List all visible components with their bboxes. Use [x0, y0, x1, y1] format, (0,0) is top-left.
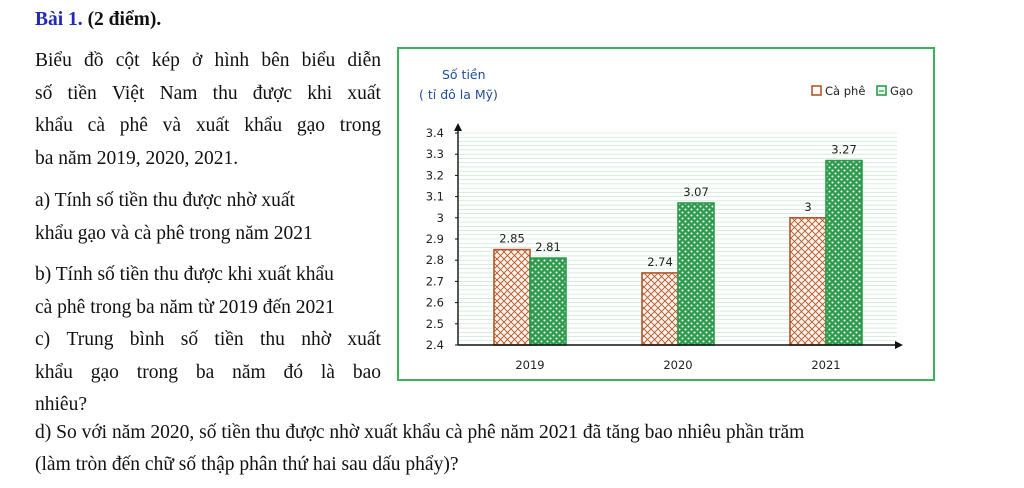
y-axis-title: Số tiền: [442, 67, 486, 82]
y-tick-label: 2.4: [426, 338, 444, 352]
data-label-coffee: 2.74: [647, 255, 673, 269]
question-b: b) Tính số tiền thu được khi xuất khẩu c…: [35, 259, 335, 324]
y-axis-arrow: [454, 123, 462, 131]
y-tick-label: 2.5: [426, 317, 444, 331]
y-tick-label: 3.4: [426, 126, 444, 140]
intro-paragraph: Biểu đồ cột kép ở hình bên biểu diễn số tiền Việt N…: [35, 45, 381, 175]
y-tick-label: 3.2: [426, 168, 444, 182]
legend-label-rice: Gạo: [890, 84, 913, 98]
question-b-line: cà phê trong ba năm từ 2019 đến 2021: [35, 296, 335, 318]
y-tick-label: 3.1: [426, 190, 444, 204]
intro-line: ba năm 2019, 2020, 2021.: [35, 147, 239, 169]
question-c-line: nhiêu?: [35, 394, 87, 415]
bar-coffee: [641, 272, 679, 346]
data-label-coffee: 3: [804, 200, 811, 214]
data-label-rice: 3.27: [831, 143, 857, 157]
labels-layer: 2.4 2.5 2.6 2.7 2.8 2.9 3 3.1 3.2 3.3 3.4 Số tiền ( …: [419, 67, 913, 372]
question-c-line: khẩu gạo trong ba năm đó là bao: [35, 361, 381, 383]
exercise-points: (2 điểm).: [82, 9, 162, 30]
question-c: c) Trung bình số tiền thu nhờ xuất khẩu gạo trong…: [35, 324, 381, 422]
y-axis-subtitle: ( tỉ đô la Mỹ): [419, 87, 498, 102]
question-a: a) Tính số tiền thu được nhờ xuất khẩu g…: [35, 185, 313, 250]
y-tick-label: 2.9: [426, 232, 444, 246]
x-tick-label: 2020: [663, 358, 692, 372]
exercise-title: Bài 1. (2 điểm).: [35, 9, 161, 31]
intro-line: Biểu đồ cột kép ở hình bên biểu diễn: [35, 50, 381, 71]
x-tick-label: 2019: [515, 358, 544, 372]
question-a-line: a) Tính số tiền thu được nhờ xuất: [35, 190, 295, 211]
data-label-rice: 3.07: [683, 185, 709, 199]
exercise-number: Bài 1.: [35, 9, 83, 30]
bar-coffee: [493, 248, 531, 346]
y-tick-label: 2.8: [426, 253, 444, 267]
y-tick-label: 2.6: [426, 296, 444, 310]
question-a-line: khẩu gạo và cà phê trong năm 2021: [35, 222, 313, 244]
y-tick-label: 3: [437, 211, 444, 225]
bar-rice: [825, 159, 863, 346]
intro-line: khẩu cà phê và xuất khẩu gạo trong: [35, 115, 381, 136]
bar-rice: [677, 202, 715, 346]
bar-chart-svg: 2.4 2.5 2.6 2.7 2.8 2.9 3 3.1 3.2 3.3 3.4 Số tiền ( …: [419, 67, 913, 372]
question-b-line: b) Tính số tiền thu được khi xuất khẩu: [35, 264, 334, 285]
x-axis-arrow: [895, 341, 903, 349]
data-label-rice: 2.81: [535, 240, 561, 254]
data-label-coffee: 2.85: [499, 232, 525, 246]
legend-label-coffee: Cà phê: [825, 84, 865, 98]
x-tick-label: 2021: [811, 358, 840, 372]
bar-rice: [529, 257, 567, 346]
intro-line: số tiền Việt Nam thu được khi xuất: [35, 82, 381, 104]
legend-swatch-coffee: [811, 85, 822, 96]
bar-coffee: [789, 217, 827, 346]
bars-layer: [493, 159, 863, 346]
y-tick-label: 2.7: [426, 274, 444, 288]
question-d-line-1: d) So với năm 2020, số tiền thu được nhờ…: [35, 422, 805, 443]
question-c-line: c) Trung bình số tiền thu nhờ xuất: [35, 329, 381, 350]
y-tick-label: 3.3: [426, 147, 444, 161]
bar-chart: 2.4 2.5 2.6 2.7 2.8 2.9 3 3.1 3.2 3.3 3.4 Số tiền ( …: [397, 47, 935, 381]
question-d-line-2: (làm tròn đến chữ số thập phân thứ hai s…: [35, 454, 459, 475]
axes-layer: [454, 123, 903, 349]
